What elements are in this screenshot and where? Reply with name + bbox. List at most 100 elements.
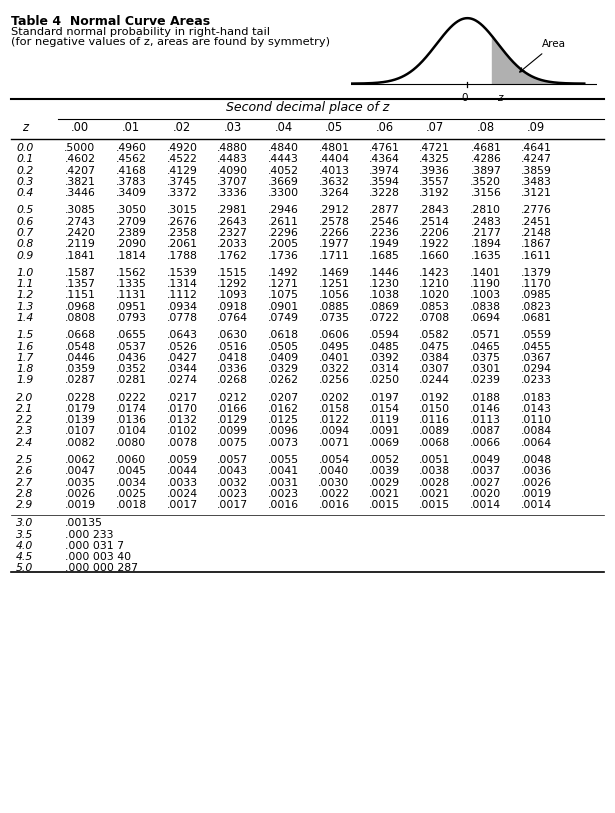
Text: .0016: .0016 [268,500,299,510]
Text: .1977: .1977 [319,239,349,250]
Text: .0031: .0031 [268,477,299,488]
Text: .0033: .0033 [167,477,197,488]
Text: .0049: .0049 [470,455,501,465]
Text: .0427: .0427 [167,353,197,363]
Text: .0548: .0548 [65,341,95,351]
Text: .0080: .0080 [116,437,146,448]
Text: .0294: .0294 [521,364,552,374]
Text: .0158: .0158 [319,404,349,414]
Text: .2946: .2946 [268,206,299,215]
Text: .0082: .0082 [65,437,95,448]
Text: .0228: .0228 [65,393,95,402]
Text: 1.0: 1.0 [16,268,33,278]
Text: .3300: .3300 [268,188,299,198]
Text: 1.3: 1.3 [16,302,33,311]
Text: .0023: .0023 [268,489,299,499]
Text: .0091: .0091 [369,427,400,437]
Text: 1.4: 1.4 [16,313,33,323]
Text: .2810: .2810 [470,206,501,215]
Text: .2709: .2709 [116,217,146,227]
Text: 0.6: 0.6 [16,217,33,227]
Text: .03: .03 [223,121,242,134]
Text: .3085: .3085 [65,206,95,215]
Text: .0075: .0075 [217,437,248,448]
Text: .1469: .1469 [319,268,349,278]
Text: 1.5: 1.5 [16,330,33,341]
Text: .0571: .0571 [470,330,501,341]
Text: .3594: .3594 [369,177,400,187]
Text: .0446: .0446 [65,353,95,363]
Text: .08: .08 [477,121,495,134]
Text: .3520: .3520 [470,177,501,187]
Text: .1788: .1788 [167,250,197,260]
Text: .0643: .0643 [167,330,197,341]
Text: .3050: .3050 [116,206,146,215]
Text: .2611: .2611 [268,217,299,227]
Text: .0017: .0017 [167,500,197,510]
Text: 2.3: 2.3 [16,427,33,437]
Text: 0.2: 0.2 [16,166,33,176]
Text: .4562: .4562 [116,154,146,164]
Text: Table 4  Normal Curve Areas: Table 4 Normal Curve Areas [11,15,210,28]
Text: .3557: .3557 [419,177,450,187]
Text: .0024: .0024 [167,489,197,499]
Text: .0016: .0016 [319,500,349,510]
Text: z: z [497,93,502,102]
Text: .0107: .0107 [65,427,95,437]
Text: .4483: .4483 [217,154,248,164]
Text: .1762: .1762 [217,250,248,260]
Text: .2643: .2643 [217,217,248,227]
Text: .0244: .0244 [419,376,450,385]
Text: .00: .00 [71,121,89,134]
Text: .0630: .0630 [217,330,248,341]
Text: .0019: .0019 [65,500,95,510]
Text: .0166: .0166 [217,404,248,414]
Text: .0059: .0059 [167,455,197,465]
Text: .1314: .1314 [167,279,197,289]
Text: .1271: .1271 [268,279,299,289]
Text: .0068: .0068 [419,437,450,448]
Text: .0384: .0384 [419,353,450,363]
Text: .1190: .1190 [470,279,501,289]
Text: .0401: .0401 [319,353,349,363]
Text: .1841: .1841 [65,250,95,260]
Text: .2033: .2033 [217,239,248,250]
Text: .4641: .4641 [521,143,552,153]
Text: 3.0: 3.0 [16,519,33,528]
Text: .0139: .0139 [65,415,95,425]
Text: .0526: .0526 [167,341,197,351]
Text: .4090: .4090 [217,166,248,176]
Text: 1.9: 1.9 [16,376,33,385]
Text: .0681: .0681 [521,313,552,323]
Text: 0.7: 0.7 [16,228,33,238]
Text: .0021: .0021 [419,489,450,499]
Text: Standard normal probability in right-hand tail: Standard normal probability in right-han… [11,27,270,37]
Text: .0505: .0505 [268,341,299,351]
Text: .0021: .0021 [369,489,400,499]
Text: .1038: .1038 [369,290,400,301]
Text: .05: .05 [325,121,343,134]
Text: Second decimal place of z: Second decimal place of z [226,101,389,114]
Text: .06: .06 [375,121,394,134]
Text: .1230: .1230 [369,279,400,289]
Text: .0322: .0322 [319,364,349,374]
Text: .0162: .0162 [268,404,299,414]
Text: .0064: .0064 [521,437,552,448]
Text: .3228: .3228 [369,188,400,198]
Text: .1093: .1093 [217,290,248,301]
Text: 1.1: 1.1 [16,279,33,289]
Text: .1379: .1379 [521,268,552,278]
Text: (for negative values of z, areas are found by symmetry): (for negative values of z, areas are fou… [11,37,330,47]
Text: .0764: .0764 [217,313,248,323]
Text: .4880: .4880 [217,143,248,153]
Text: 4.0: 4.0 [16,541,33,551]
Text: .0901: .0901 [268,302,299,311]
Text: .0094: .0094 [319,427,349,437]
Text: .0060: .0060 [116,455,146,465]
Text: .2206: .2206 [419,228,450,238]
Text: .1170: .1170 [521,279,552,289]
Text: .0485: .0485 [369,341,400,351]
Text: .0025: .0025 [116,489,146,499]
Text: .0250: .0250 [369,376,400,385]
Text: .0026: .0026 [65,489,95,499]
